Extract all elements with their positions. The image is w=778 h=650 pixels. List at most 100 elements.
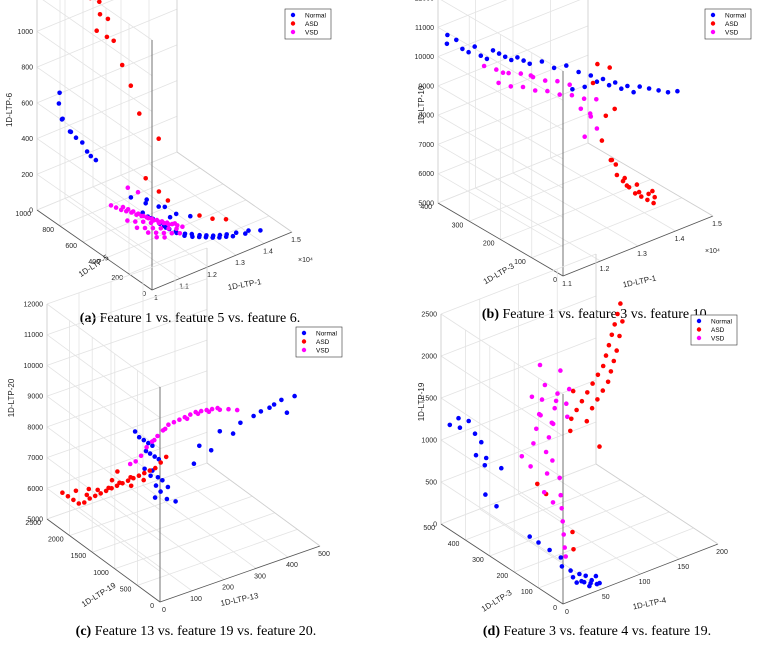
data-point-asd — [639, 194, 644, 199]
data-point-normal — [619, 86, 624, 91]
y-tick-label: 0 — [553, 277, 557, 284]
floor-grid-x — [92, 186, 209, 268]
data-point-normal — [483, 455, 489, 461]
data-point-normal — [153, 483, 159, 488]
data-point-asd — [571, 547, 576, 552]
data-point-vsd — [195, 411, 201, 417]
side-grid-z — [440, 397, 564, 479]
y-axis-label: 1D-LTP-5 — [77, 253, 111, 279]
data-point-vsd — [528, 464, 533, 469]
legend-label-asd: ASD — [316, 339, 330, 346]
y-tick-label: 100 — [521, 589, 533, 596]
data-point-asd — [109, 477, 115, 483]
data-point-normal — [146, 440, 151, 446]
data-point-normal — [588, 73, 594, 78]
data-point-vsd — [538, 413, 543, 418]
y-tick-label: 2500 — [25, 520, 41, 527]
back-grid-z — [36, 80, 178, 139]
data-point-normal — [88, 153, 94, 159]
data-point-normal — [494, 504, 499, 509]
data-point-normal — [156, 204, 161, 209]
data-point-normal — [271, 402, 277, 407]
side-grid-z — [46, 426, 161, 511]
data-point-normal — [173, 499, 178, 504]
legend-marker-asd — [290, 21, 296, 26]
data-point-asd — [612, 106, 617, 112]
x-tick-label: 1.4 — [675, 236, 685, 243]
data-point-vsd — [532, 88, 538, 93]
data-point-normal — [141, 437, 147, 443]
data-point-asd — [603, 113, 609, 119]
data-point-normal — [267, 405, 272, 411]
legend-label-vsd: VSD — [316, 347, 330, 354]
legend-marker-asd — [710, 21, 716, 26]
data-point-asd — [650, 188, 655, 194]
side-grid-z — [46, 303, 161, 388]
data-point-normal — [233, 230, 239, 235]
data-point-asd — [608, 369, 614, 374]
caption-label: (c) — [76, 624, 92, 639]
data-point-asd — [651, 200, 656, 206]
floor-grid-y — [469, 160, 620, 222]
data-point-vsd — [130, 209, 136, 214]
caption: (c) Feature 13 vs. feature 19 vs. featur… — [76, 624, 317, 639]
data-point-normal — [191, 461, 197, 467]
back-grid-z — [440, 463, 597, 525]
data-point-asd — [71, 497, 76, 503]
data-point-vsd — [506, 70, 511, 76]
legend-marker-vsd — [710, 29, 716, 35]
data-point-asd — [82, 500, 87, 505]
data-point-vsd — [108, 203, 114, 208]
data-point-vsd — [188, 412, 193, 417]
floor-grid-y — [489, 495, 645, 557]
data-point-asd — [612, 322, 617, 327]
z-tick-label: 9000 — [418, 83, 434, 90]
data-point-asd — [620, 319, 625, 324]
data-point-asd — [636, 189, 642, 195]
data-point-vsd — [558, 368, 563, 373]
data-point-normal — [251, 413, 256, 419]
legend-marker-normal — [710, 12, 716, 18]
data-point-asd — [97, 0, 102, 5]
data-point-normal — [243, 231, 248, 236]
floor-grid-x — [518, 493, 641, 575]
data-point-vsd — [508, 84, 514, 89]
legend-marker-vsd — [301, 347, 307, 353]
data-point-vsd — [553, 398, 559, 404]
data-point-vsd — [198, 408, 204, 414]
z-tick-label: 11000 — [415, 25, 434, 32]
data-point-vsd — [588, 114, 594, 119]
y-tick-label: 1000 — [93, 570, 109, 577]
y-tick-label: 400 — [420, 204, 432, 211]
floor-grid-y — [82, 183, 224, 243]
y-tick-label: 0 — [142, 291, 146, 298]
back-grid-z — [36, 0, 114, 32]
data-point-asd — [584, 418, 590, 424]
data-point-asd — [137, 111, 142, 116]
data-point-vsd — [156, 220, 162, 226]
data-point-asd — [65, 494, 71, 499]
data-point-normal — [606, 82, 612, 88]
x-tick-label: 200 — [222, 585, 234, 592]
figure-caption: (b) Feature 1 vs. feature 3 vs. feature … — [482, 307, 710, 322]
data-point-vsd — [582, 134, 587, 139]
data-point-normal — [444, 41, 450, 47]
caption-label: (b) — [482, 307, 499, 322]
data-point-normal — [570, 87, 575, 92]
data-point-vsd — [206, 409, 212, 415]
data-point-normal — [583, 573, 588, 579]
side-grid-z — [36, 173, 153, 255]
floor-grid-y — [538, 527, 694, 589]
side-grid-z — [437, 85, 564, 160]
z-tick-label: 7000 — [27, 455, 43, 462]
data-point-asd — [569, 416, 574, 422]
x-tick-label: 300 — [254, 573, 266, 580]
data-point-normal — [472, 44, 478, 49]
data-point-vsd — [565, 414, 570, 420]
data-point-vsd — [158, 226, 164, 231]
data-point-vsd — [162, 235, 167, 240]
data-point-vsd — [140, 219, 146, 225]
figure-caption: (a) Feature 1 vs. feature 5 vs. feature … — [80, 311, 300, 326]
data-point-asd — [590, 80, 596, 86]
